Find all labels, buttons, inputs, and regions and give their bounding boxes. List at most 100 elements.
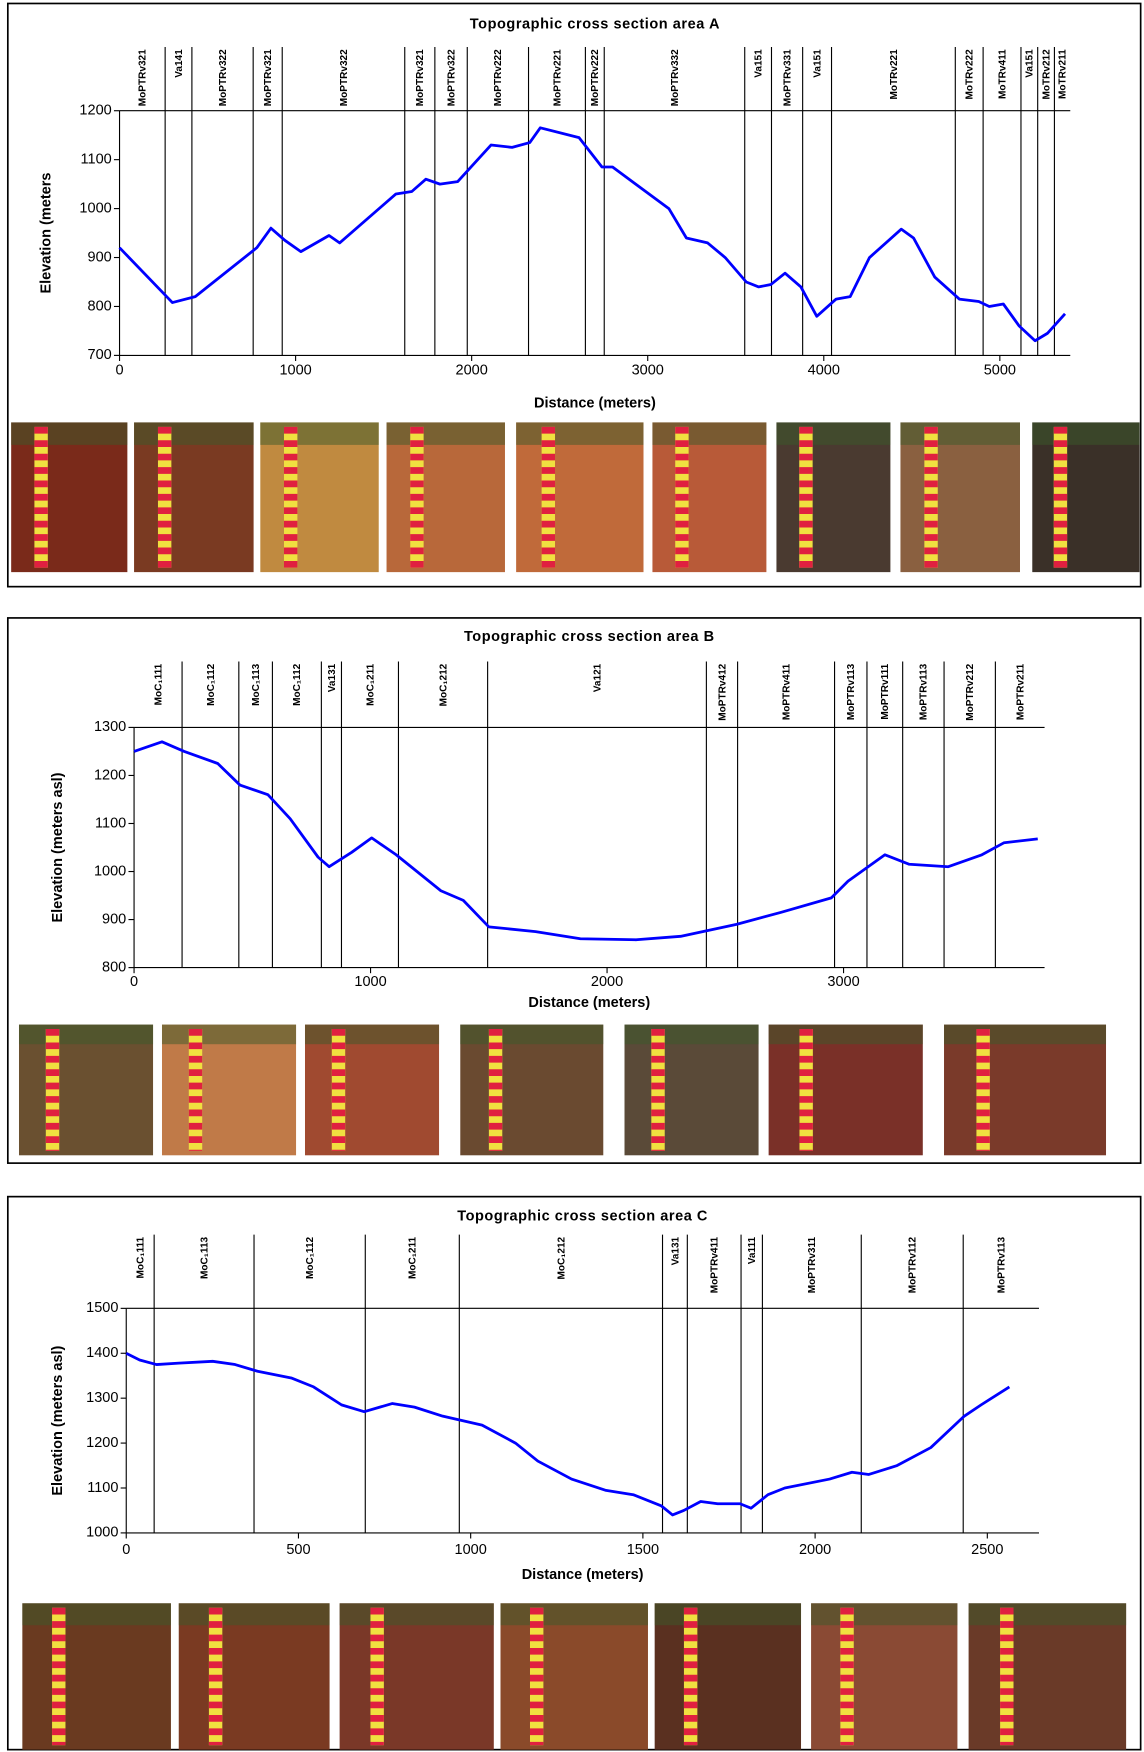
y-tick-label: 1200 <box>94 767 126 783</box>
elevation-profile <box>126 1353 1009 1515</box>
soil-photo-shade <box>969 1603 1127 1625</box>
y-tick-label: 1400 <box>86 1345 118 1361</box>
y-tick-label: 1300 <box>94 719 126 735</box>
soil-photo-shade <box>769 1025 923 1045</box>
soil-photo-shade <box>340 1603 494 1625</box>
soil-photo <box>944 1025 1106 1156</box>
unit-label: MoPTRv332 <box>670 49 681 106</box>
unit-label: MoPTRv411 <box>710 1236 721 1293</box>
y-tick-label: 1100 <box>81 151 112 167</box>
x-tick-label: 2500 <box>971 1542 1003 1558</box>
unit-label: MoC₁113 <box>199 1236 210 1279</box>
soil-photo-shade <box>944 1025 1106 1045</box>
x-axis-label: Distance (meters) <box>528 995 650 1011</box>
unit-label: Va111 <box>747 1236 758 1264</box>
x-tick-label: 5000 <box>984 362 1016 378</box>
unit-label: MoC₁112 <box>292 663 303 706</box>
x-tick-label: 1000 <box>354 974 386 990</box>
soil-photo-shade <box>900 422 1020 444</box>
soil-photo-shade <box>516 422 643 444</box>
unit-label: Va121 <box>592 663 603 692</box>
unit-label: MoPTRv321 <box>263 49 274 106</box>
x-tick-label: 0 <box>130 974 138 990</box>
unit-label: MoC₁212 <box>438 663 449 706</box>
unit-label: MoPTRv211 <box>1015 663 1026 720</box>
unit-label: MoC₁111 <box>136 1236 147 1278</box>
unit-label: MoPTRv322 <box>339 49 350 106</box>
y-tick-label: 1200 <box>79 103 111 119</box>
unit-label: MoTRv221 <box>889 49 900 100</box>
unit-label: MoPTRv412 <box>717 663 728 720</box>
unit-label: MoPTRv221 <box>552 49 563 106</box>
unit-label: MoC₁211 <box>365 663 376 706</box>
soil-photo <box>19 1025 153 1156</box>
x-tick-label: 2000 <box>799 1542 831 1558</box>
x-tick-label: 3000 <box>827 974 859 990</box>
y-axis-label: Elevation (meters asl) <box>50 1345 66 1495</box>
soil-photo-shade <box>305 1025 439 1045</box>
x-tick-label: 1500 <box>627 1542 659 1558</box>
soil-photo <box>162 1025 296 1156</box>
unit-label: MoPTRv113 <box>996 1236 1007 1293</box>
unit-label: MoC₁211 <box>408 1236 419 1279</box>
y-tick-label: 700 <box>88 347 112 363</box>
unit-label: Va151 <box>1025 49 1036 78</box>
unit-label: MoC₁112 <box>206 663 217 706</box>
unit-label: Va151 <box>812 49 823 78</box>
unit-label: MoPTRv212 <box>965 663 976 720</box>
unit-label: Va131 <box>327 663 338 692</box>
figure: Topographic cross section area A Distance… <box>0 0 1144 1752</box>
soil-photo-shade <box>260 422 378 444</box>
unit-label: MoPTRv222 <box>493 49 504 106</box>
chart-title: Topographic cross section area A <box>470 17 720 33</box>
y-tick-label: 1100 <box>95 815 126 831</box>
unit-label: Va141 <box>174 49 185 78</box>
soil-photo-shade <box>655 1603 801 1625</box>
soil-photo-shade <box>387 422 505 444</box>
soil-photo-shade <box>11 422 127 444</box>
soil-photo-shade <box>1032 422 1139 444</box>
elevation-profile <box>120 128 1065 341</box>
x-tick-label: 0 <box>116 362 124 378</box>
unit-label: MoTRv212 <box>1041 49 1052 100</box>
x-tick-label: 4000 <box>808 362 840 378</box>
unit-label: MoPTRv322 <box>446 49 457 106</box>
unit-label: MoPTRv411 <box>781 663 792 720</box>
x-tick-label: 3000 <box>632 362 664 378</box>
soil-photo-shade <box>179 1603 330 1625</box>
chart-title: Topographic cross section area C <box>457 1209 708 1225</box>
y-tick-label: 900 <box>102 911 126 927</box>
y-tick-label: 900 <box>88 249 112 265</box>
unit-label: MoPTRv322 <box>218 49 229 106</box>
unit-label: MoTRv222 <box>965 49 976 100</box>
x-axis-label: Distance (meters) <box>534 395 656 411</box>
y-tick-label: 800 <box>102 959 126 975</box>
x-tick-label: 1000 <box>279 362 311 378</box>
x-tick-label: 2000 <box>456 362 488 378</box>
x-tick-label: 1000 <box>455 1542 487 1558</box>
soil-photo <box>625 1025 759 1156</box>
x-axis-label: Distance (meters) <box>522 1567 644 1583</box>
soil-photo-shade <box>19 1025 153 1045</box>
unit-label: MoPTRv222 <box>590 49 601 106</box>
x-tick-label: 2000 <box>591 974 623 990</box>
soil-photo <box>769 1025 923 1156</box>
unit-label: Va151 <box>753 49 764 78</box>
unit-label: MoC₁111 <box>153 663 164 705</box>
y-axis-label: Elevation (meters <box>39 173 55 294</box>
unit-label: MoPTRv113 <box>919 663 930 720</box>
unit-label: MoTRv411 <box>997 49 1008 99</box>
unit-label: MoC₁212 <box>556 1236 567 1279</box>
soil-photo-shade <box>811 1603 957 1625</box>
unit-label: MoPTRv112 <box>908 1236 919 1293</box>
unit-label: MoTRv211 <box>1058 49 1069 99</box>
unit-label: Va131 <box>670 1236 681 1265</box>
y-tick-label: 1200 <box>86 1435 118 1451</box>
soil-photo-shade <box>625 1025 759 1045</box>
unit-label: MoC₁113 <box>251 663 262 706</box>
y-tick-label: 1100 <box>87 1480 118 1496</box>
y-tick-label: 1000 <box>79 200 111 216</box>
unit-label: MoPTRv113 <box>846 663 857 720</box>
y-tick-label: 1000 <box>86 1525 118 1541</box>
soil-photo-shade <box>162 1025 296 1045</box>
